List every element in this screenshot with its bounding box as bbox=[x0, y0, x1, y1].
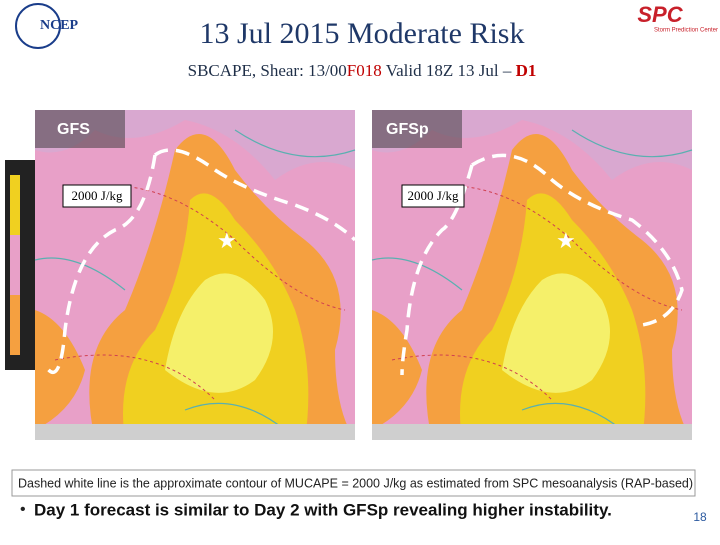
subtitle: SBCAPE, Shear: 13/00F018 Valid 18Z 13 Ju… bbox=[188, 61, 537, 80]
panel-label: GFS bbox=[57, 121, 90, 138]
colorbar-swatch bbox=[10, 235, 20, 295]
svg-text:★: ★ bbox=[217, 228, 237, 253]
subtitle-text: Valid 18Z 13 Jul – bbox=[382, 61, 516, 80]
logo-ring bbox=[15, 3, 61, 49]
panel-label: GFSp bbox=[386, 121, 429, 138]
caption: Dashed white line is the approximate con… bbox=[18, 476, 693, 490]
subtitle-forecast: F018 bbox=[347, 61, 382, 80]
map-panel: GFSp ★ 2000 J/kg bbox=[371, 109, 693, 441]
caption-box bbox=[11, 469, 696, 497]
logo-right-sub: Storm Prediction Center bbox=[654, 28, 718, 34]
map-panel: GFS ★ 2000 J/kg bbox=[34, 109, 357, 441]
panel-annotation: 2000 J/kg bbox=[72, 188, 123, 203]
svg-text:★: ★ bbox=[556, 228, 576, 253]
logo-right: SPC bbox=[637, 2, 683, 27]
bullet: Day 1 forecast is similar to Day 2 with … bbox=[34, 500, 612, 519]
subtitle-text: SBCAPE, Shear: 13/00 bbox=[188, 61, 347, 80]
page-number: 18 bbox=[693, 510, 707, 524]
panel-annotation: 2000 J/kg bbox=[408, 188, 459, 203]
subtitle-day: D1 bbox=[516, 61, 537, 80]
title: 13 Jul 2015 Moderate Risk bbox=[200, 17, 525, 50]
colorbar-swatch bbox=[10, 175, 20, 235]
colorbar-swatch bbox=[10, 295, 20, 355]
bullet-marker: • bbox=[20, 501, 26, 518]
